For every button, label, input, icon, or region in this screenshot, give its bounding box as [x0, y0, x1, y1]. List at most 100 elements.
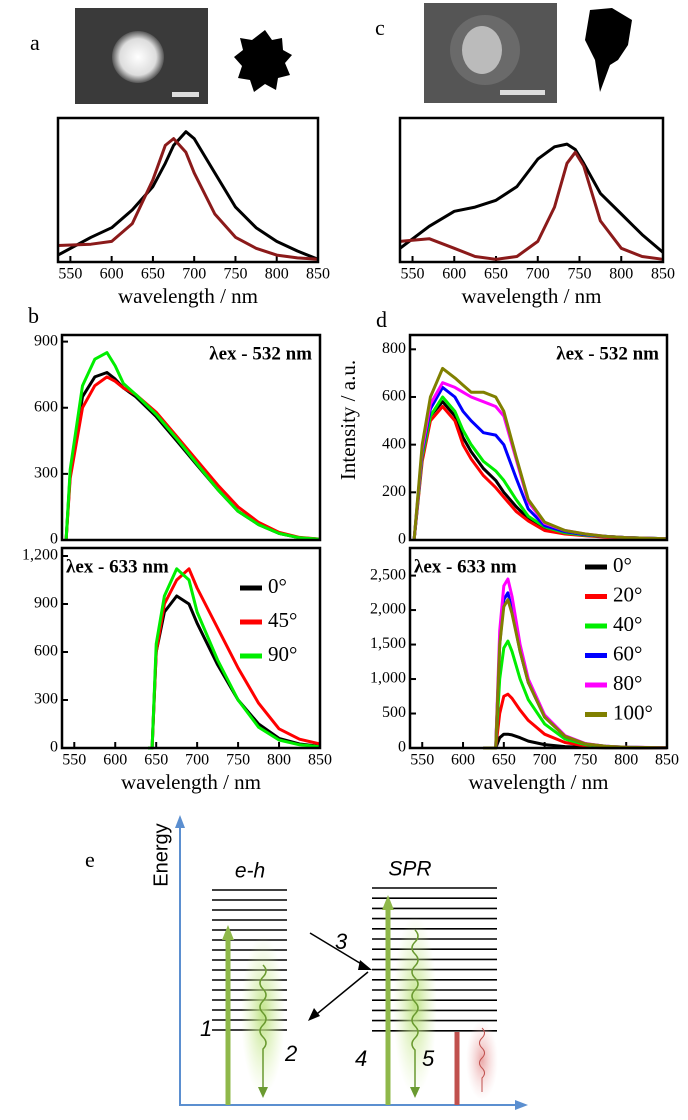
- x-tick-label: 600: [442, 266, 466, 283]
- x-axis-label: wavelength / nm: [469, 770, 609, 794]
- arrowhead: [258, 1087, 268, 1098]
- y-tick-label: 300: [34, 465, 58, 482]
- y-axis-label: Intensity / a.u.: [336, 360, 360, 480]
- x-tick-label: 650: [141, 266, 165, 283]
- y-tick-label: 0: [398, 739, 406, 756]
- y-tick-label: 900: [34, 595, 58, 612]
- scale-bar: [500, 90, 545, 95]
- annotation: λex - 633 nm: [414, 556, 517, 577]
- x-tick-label: 550: [401, 266, 425, 283]
- x-tick-label: 650: [484, 266, 508, 283]
- emission-wave: [479, 1027, 485, 1092]
- step-label: 5: [422, 1046, 435, 1071]
- legend-label: 0°: [613, 553, 632, 577]
- series-line: [64, 375, 321, 541]
- step-label: 4: [355, 1046, 367, 1071]
- plot-frame: [408, 333, 669, 542]
- panel-label: c: [375, 15, 385, 40]
- y-tick-label: 600: [382, 388, 406, 405]
- series-line: [399, 150, 664, 261]
- arrowhead: [515, 1100, 528, 1110]
- particle: [462, 26, 502, 74]
- emission-wave: [411, 929, 419, 1090]
- y-tick-label: 600: [34, 398, 58, 415]
- arrowhead: [410, 1087, 420, 1098]
- y-tick-label: 500: [382, 704, 406, 721]
- legend-label: 20°: [613, 582, 642, 606]
- x-tick-label: 550: [62, 752, 86, 769]
- x-tick-label: 600: [100, 266, 124, 283]
- annotation: λex - 532 nm: [209, 343, 312, 364]
- scale-bar: [172, 92, 199, 97]
- legend-label: 0°: [268, 574, 287, 598]
- glow: [466, 1020, 498, 1100]
- series-line: [148, 567, 321, 750]
- x-tick-label: 750: [226, 752, 250, 769]
- annotation: λex - 633 nm: [66, 556, 169, 577]
- x-tick-label: 800: [265, 266, 289, 283]
- silhouette: [234, 30, 292, 92]
- x-tick-label: 650: [144, 752, 168, 769]
- panel-label: b: [28, 303, 39, 328]
- legend-label: 100°: [613, 700, 653, 724]
- x-tick-label: 550: [58, 266, 82, 283]
- legend-label: 90°: [268, 642, 297, 666]
- arrowhead: [308, 1008, 320, 1021]
- series-line: [399, 142, 664, 254]
- x-tick-label: 700: [185, 752, 209, 769]
- diagram: e Energy e-h SPR 1 2 3 4 5: [85, 815, 528, 1110]
- y-tick-label: 900: [34, 332, 58, 349]
- plot-frame: [60, 333, 322, 542]
- y-tick-label: 200: [382, 483, 406, 500]
- y-tick-label: 300: [34, 691, 58, 708]
- series-line: [483, 598, 668, 750]
- y-tick-label: 1,200: [22, 547, 58, 564]
- silhouette: [585, 8, 632, 92]
- arrowhead: [382, 895, 394, 910]
- y-tick-label: 2,500: [370, 566, 406, 583]
- y-tick-label: 0: [50, 531, 58, 548]
- x-tick-label: 600: [103, 752, 127, 769]
- panel-label: d: [376, 307, 387, 332]
- y-tick-label: 400: [382, 435, 406, 452]
- arrowhead: [175, 815, 185, 828]
- y-tick-label: 0: [50, 739, 58, 756]
- x-tick-label: 850: [651, 266, 675, 283]
- state-label: SPR: [388, 858, 431, 881]
- transfer-arrow: [311, 971, 369, 1019]
- x-tick-label: 800: [609, 266, 633, 283]
- x-axis-label: wavelength / nm: [118, 284, 258, 308]
- x-tick-label: 700: [526, 266, 550, 283]
- x-tick-label: 750: [568, 266, 592, 283]
- y-tick-label: 0: [398, 531, 406, 548]
- annotation: λex - 532 nm: [556, 343, 659, 364]
- plot-frame: [56, 116, 320, 264]
- y-tick-label: 600: [34, 643, 58, 660]
- x-tick-label: 550: [410, 752, 434, 769]
- y-tick-label: 2,000: [370, 601, 406, 618]
- plot-frame: [408, 546, 669, 750]
- transfer-arrow: [309, 932, 369, 969]
- legend-label: 40°: [613, 612, 642, 636]
- x-tick-label: 850: [308, 752, 332, 769]
- x-tick-label: 700: [182, 266, 206, 283]
- y-tick-label: 800: [382, 340, 406, 357]
- series-line: [412, 366, 668, 541]
- plot-frame: [60, 546, 322, 750]
- x-axis-label: wavelength / nm: [121, 770, 261, 794]
- plot-frame: [398, 116, 665, 264]
- panel-label: e: [85, 847, 95, 872]
- x-tick-label: 600: [451, 752, 475, 769]
- series-line: [64, 351, 321, 541]
- y-tick-label: 1,500: [370, 635, 406, 652]
- axis-label: Energy: [150, 823, 172, 886]
- x-tick-label: 650: [492, 752, 516, 769]
- step-label: 3: [335, 929, 348, 954]
- glow: [393, 915, 437, 1095]
- legend-label: 60°: [613, 641, 642, 665]
- state-label: e-h: [235, 860, 265, 883]
- x-tick-label: 750: [573, 752, 597, 769]
- arrowhead: [358, 960, 372, 970]
